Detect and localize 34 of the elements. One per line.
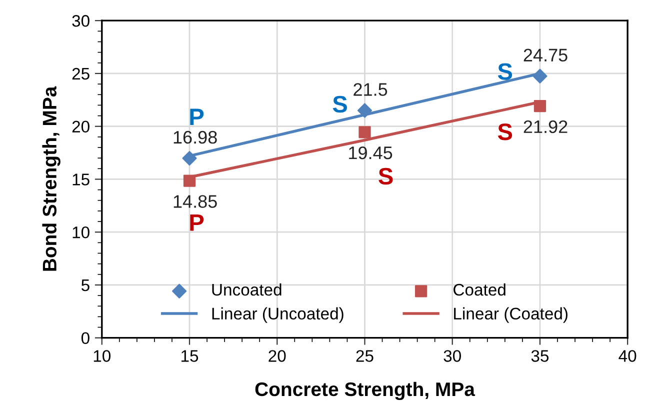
annotation: P — [190, 108, 204, 126]
x-tick-label: 10 — [94, 350, 111, 362]
annotation: S — [332, 96, 347, 113]
y-tick-label: 0 — [81, 332, 90, 344]
x-tick-label: 35 — [531, 350, 549, 362]
annotation: S — [498, 123, 512, 140]
legend-label: Uncoated — [212, 283, 282, 296]
data-label: 24.75 — [524, 48, 568, 62]
annotation: P — [190, 214, 204, 231]
legend-label: Linear (Coated) — [454, 307, 568, 323]
annotation: S — [378, 168, 393, 185]
x-tick-label: 30 — [444, 350, 461, 362]
y-tick-label: 15 — [72, 174, 90, 186]
y-tick-label: 5 — [81, 280, 90, 292]
x-tick-label: 40 — [618, 350, 636, 362]
y-tick-label: 25 — [72, 68, 90, 80]
y-axis-title: Bond Strength, MPa — [42, 86, 60, 271]
legend-label: Linear (Uncoated) — [212, 307, 344, 323]
y-tick-label: 30 — [72, 15, 90, 27]
data-label: 21.92 — [524, 120, 568, 134]
data-label: 21.5 — [354, 83, 388, 96]
annotation: S — [498, 63, 512, 80]
point — [358, 126, 371, 138]
x-axis-title: Concrete Strength, MPa — [255, 382, 476, 400]
data-label: 14.85 — [174, 195, 217, 208]
x-tick-label: 20 — [268, 350, 286, 362]
y-tick-label: 10 — [72, 226, 90, 238]
point — [183, 174, 196, 187]
x-tick-label: 25 — [356, 350, 374, 362]
legend-label: Coated — [454, 283, 506, 296]
data-label: 16.98 — [174, 130, 217, 144]
data-label: 19.45 — [349, 146, 392, 160]
y-tick-label: 20 — [72, 120, 90, 133]
x-tick-label: 15 — [182, 350, 198, 362]
